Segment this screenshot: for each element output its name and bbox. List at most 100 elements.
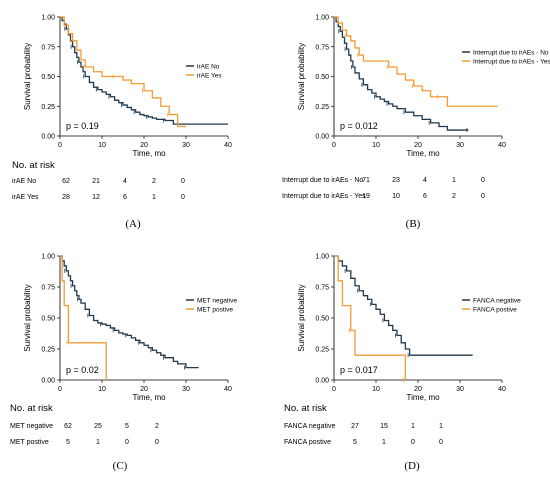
risk-count: 12	[92, 194, 100, 201]
risk-count: 23	[392, 177, 400, 184]
p-value-label: p = 0.19	[66, 121, 99, 131]
risk-count: 5	[66, 439, 70, 446]
x-tick-label: 0	[58, 142, 62, 149]
y-axis-title: Survival probability	[297, 43, 306, 110]
y-tick-label: 0.50	[315, 316, 329, 323]
risk-count: 10	[392, 193, 400, 200]
risk-count: 0	[181, 194, 185, 201]
p-value-label: p = 0.017	[340, 365, 378, 375]
risk-row-label: Interrupt due to irAEs - Yes	[282, 193, 366, 200]
x-tick-label: 10	[98, 386, 106, 393]
y-tick-label: 1.00	[315, 15, 329, 22]
x-tick-label: 30	[182, 386, 190, 393]
x-tick-label: 20	[140, 386, 148, 393]
risk-row-label: MET negative	[10, 423, 53, 430]
x-tick-label: 0	[58, 386, 62, 393]
survival-curve-2	[60, 255, 107, 380]
risk-row-label: irAE Yes	[12, 194, 39, 201]
y-tick-label: 1.00	[41, 254, 55, 261]
x-tick-label: 0	[332, 386, 336, 393]
y-tick-label: 0.75	[41, 44, 55, 51]
legend-label-2: Interrupt due to irAEs - Yes	[473, 58, 550, 65]
y-tick-label: 0.00	[315, 134, 329, 141]
risk-row-label: MET postive	[10, 439, 49, 446]
risk-count: 15	[380, 423, 388, 430]
y-axis-title: Survival probability	[23, 284, 32, 351]
x-axis-title: Time, mo	[133, 149, 167, 158]
x-tick-label: 30	[182, 142, 190, 149]
y-tick-label: 0.50	[315, 74, 329, 81]
risk-count: 1	[452, 177, 456, 184]
y-tick-label: 0.00	[41, 134, 55, 141]
x-tick-label: 20	[140, 142, 148, 149]
risk-count: 0	[155, 439, 159, 446]
x-tick-label: 40	[498, 142, 506, 149]
risk-count: 0	[181, 178, 185, 185]
risk-count: 1	[411, 423, 415, 430]
risk-count: 6	[423, 193, 427, 200]
risk-count: 71	[362, 177, 370, 184]
risk-count: 25	[94, 423, 102, 430]
risk-table-title: No. at risk	[10, 403, 53, 414]
risk-count: 27	[351, 423, 359, 430]
y-axis-title: Survival probability	[297, 284, 306, 351]
risk-count: 5	[125, 423, 129, 430]
y-tick-label: 0.50	[41, 74, 55, 81]
panel-label: (C)	[113, 460, 128, 472]
risk-count: 6	[123, 194, 127, 201]
survival-curve-1	[60, 255, 199, 369]
risk-count: 1	[152, 194, 156, 201]
panel-label: (D)	[404, 460, 420, 472]
risk-count: 19	[362, 193, 370, 200]
x-tick-label: 10	[372, 386, 380, 393]
y-tick-label: 0.00	[41, 378, 55, 385]
x-tick-label: 20	[414, 142, 422, 149]
y-tick-label: 0.25	[315, 104, 329, 111]
legend-label-2: FANCA postive	[473, 306, 517, 313]
risk-count: 62	[62, 178, 70, 185]
p-value-label: p = 0.02	[66, 365, 99, 375]
y-axis-title: Survival probability	[23, 43, 32, 110]
risk-row-label: Interrupt due to irAEs - No	[282, 177, 363, 184]
risk-count: 1	[439, 423, 443, 430]
risk-count: 5	[353, 439, 357, 446]
risk-row-label: FANCA postive	[284, 439, 331, 446]
y-tick-label: 0.50	[41, 316, 55, 323]
survival-curve-1	[334, 255, 473, 356]
risk-row-label: FANCA negative	[284, 423, 335, 430]
x-tick-label: 10	[372, 142, 380, 149]
risk-count: 2	[152, 178, 156, 185]
y-tick-label: 0.75	[315, 44, 329, 51]
x-tick-label: 30	[456, 142, 464, 149]
risk-count: 4	[423, 177, 427, 184]
x-tick-label: 0	[332, 142, 336, 149]
y-tick-label: 1.00	[41, 15, 55, 22]
panel-label: (A)	[125, 218, 141, 230]
risk-count: 1	[382, 439, 386, 446]
risk-count: 2	[452, 193, 456, 200]
risk-count: 28	[62, 194, 70, 201]
survival-curve-2	[60, 16, 186, 128]
x-axis-title: Time, mo	[407, 149, 441, 158]
risk-count: 1	[96, 439, 100, 446]
survival-curve-2	[334, 16, 498, 107]
risk-count: 4	[123, 178, 127, 185]
legend-label-1: FANCA negative	[473, 297, 521, 304]
risk-count: 0	[481, 177, 485, 184]
y-tick-label: 0.25	[41, 104, 55, 111]
y-tick-label: 0.75	[41, 285, 55, 292]
legend-label-1: irAE No	[197, 63, 220, 70]
x-tick-label: 20	[414, 386, 422, 393]
legend-label-2: MET postive	[197, 306, 233, 313]
x-tick-label: 40	[224, 386, 232, 393]
x-axis-title: Time, mo	[133, 393, 167, 402]
risk-count: 2	[155, 423, 159, 430]
risk-count: 0	[481, 193, 485, 200]
legend-label-1: MET negative	[197, 297, 237, 304]
y-tick-label: 0.25	[315, 347, 329, 354]
y-tick-label: 1.00	[315, 254, 329, 261]
